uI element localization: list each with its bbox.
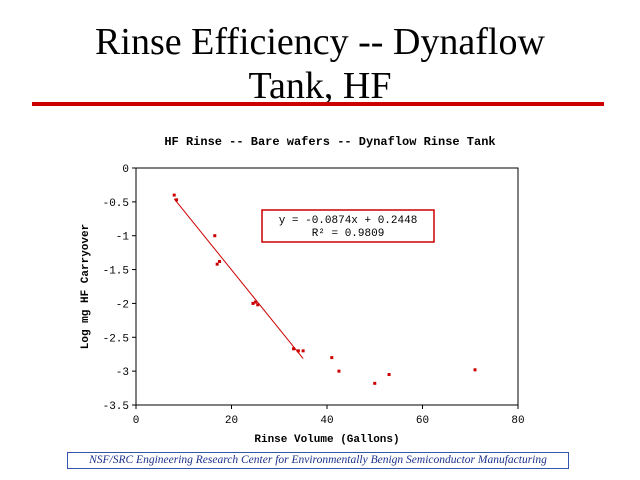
- data-point: [218, 259, 222, 263]
- x-tick-label: 0: [133, 415, 140, 427]
- data-point: [473, 368, 477, 372]
- y-tick-label: -2.5: [103, 333, 129, 345]
- data-point: [337, 369, 341, 373]
- data-point: [292, 347, 296, 351]
- slide-title-line1: Rinse Efficiency -- Dynaflow: [95, 21, 545, 63]
- data-point: [387, 373, 391, 377]
- data-point: [213, 234, 217, 238]
- data-point: [253, 300, 257, 304]
- title-divider: [32, 102, 604, 106]
- y-tick-label: -0.5: [103, 198, 129, 210]
- x-tick-label: 40: [320, 415, 333, 427]
- x-tick-label: 80: [511, 415, 524, 427]
- data-point: [172, 193, 176, 197]
- slide-title-line2: Tank, HF: [248, 65, 392, 107]
- r-squared-label: R² = 0.9809: [312, 228, 385, 240]
- slide-title: Rinse Efficiency -- Dynaflow Tank, HF: [40, 20, 600, 108]
- data-point: [301, 349, 305, 353]
- equation-box: [261, 209, 435, 243]
- y-tick-label: -2: [116, 299, 129, 311]
- trendline: [173, 198, 304, 359]
- y-tick-label: -3: [116, 367, 129, 379]
- y-tick-label: -1.5: [103, 266, 129, 278]
- y-axis-label: Log mg HF Carryover: [80, 224, 92, 349]
- data-point: [256, 303, 260, 307]
- data-point: [330, 356, 334, 360]
- chart-title: HF Rinse -- Bare wafers -- Dynaflow Rins…: [164, 135, 496, 149]
- data-point: [373, 381, 377, 385]
- y-tick-label: -1: [116, 232, 130, 244]
- data-point: [215, 262, 219, 266]
- y-tick-label: -3.5: [103, 401, 129, 413]
- x-tick-label: 20: [225, 415, 238, 427]
- y-tick-label: 0: [122, 164, 129, 176]
- equation-label: y = -0.0874x + 0.2448: [279, 215, 418, 227]
- data-point: [175, 198, 179, 202]
- plot-frame: [135, 167, 519, 406]
- x-tick-label: 60: [416, 415, 429, 427]
- footer-credit: NSF/SRC Engineering Research Center for …: [67, 452, 569, 469]
- data-point: [251, 301, 255, 305]
- data-point: [296, 349, 300, 353]
- x-axis-label: Rinse Volume (Gallons): [254, 434, 399, 446]
